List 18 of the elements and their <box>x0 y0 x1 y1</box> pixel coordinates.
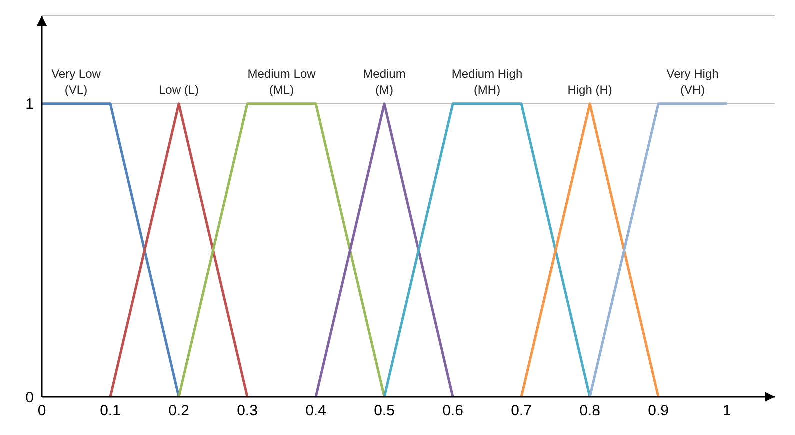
x-tick-label: 0.3 <box>237 402 258 420</box>
x-tick-label: 1 <box>722 402 732 420</box>
x-tick-label: 0.5 <box>374 402 395 420</box>
series-label: Low (L) <box>159 82 200 97</box>
x-tick-label: 0.4 <box>306 402 326 420</box>
x-tick-label: 0.8 <box>580 402 600 420</box>
x-tick-label: 0 <box>38 402 46 420</box>
x-tick-label: 0.6 <box>442 402 464 420</box>
series-label: High (H) <box>568 82 612 97</box>
x-tick-label: 0.1 <box>100 402 121 420</box>
series-label: Medium (M) <box>363 66 406 97</box>
series-label: Medium High (MH) <box>452 66 523 97</box>
x-tick-label: 0.7 <box>511 402 532 420</box>
x-tick-label: 0.9 <box>648 402 669 420</box>
series-label: Medium Low (ML) <box>248 66 316 97</box>
series-label: Very Low (VL) <box>52 66 102 97</box>
x-tick-label: 0.2 <box>168 402 190 420</box>
series-label: Very High (VH) <box>666 66 719 97</box>
